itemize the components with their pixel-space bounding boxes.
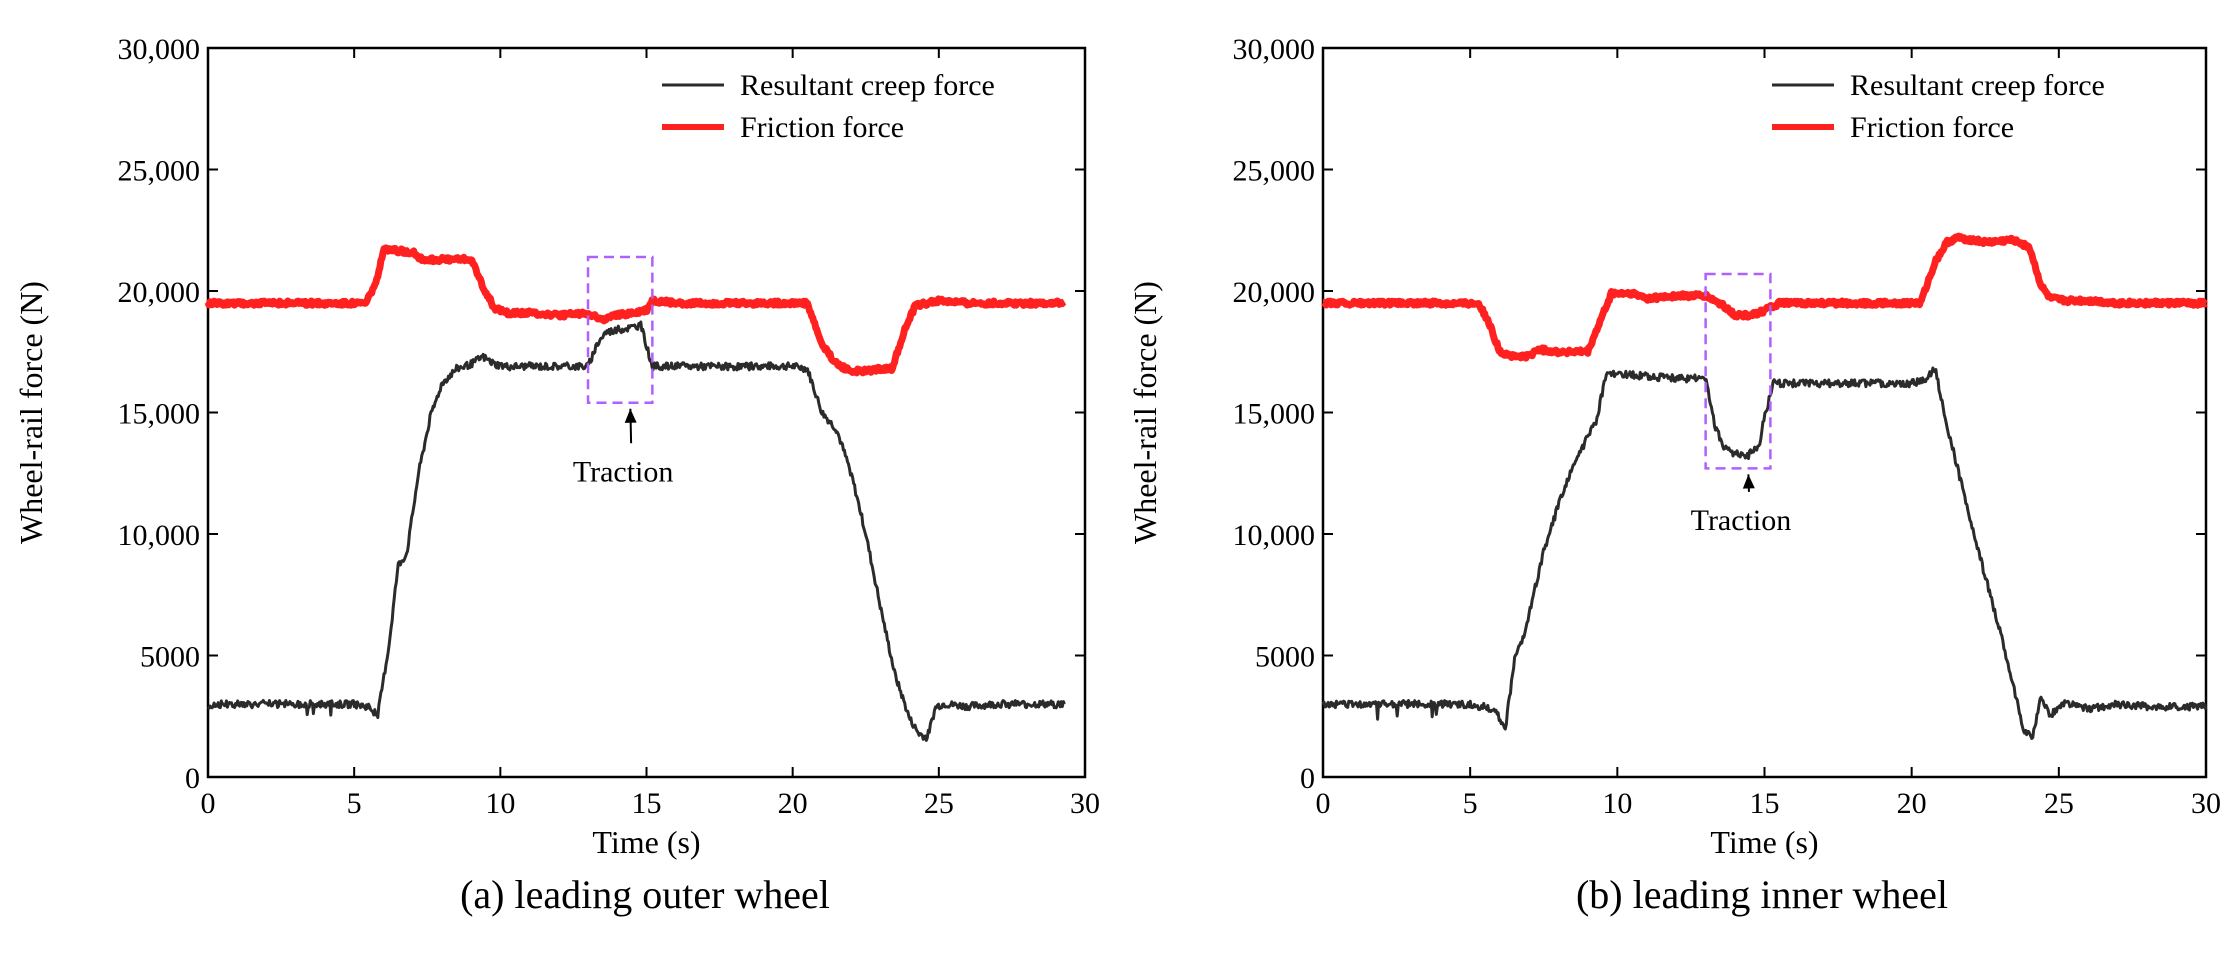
legend-label-creep: Resultant creep force [740, 69, 995, 102]
series-line-friction-force [204, 244, 1067, 377]
y-tick-label: 15,000 [118, 398, 201, 431]
x-tick-label: 5 [1463, 787, 1478, 820]
y-tick-label: 30,000 [1233, 33, 1316, 66]
y-tick-label: 30,000 [118, 33, 201, 66]
legend-label-creep: Resultant creep force [1850, 69, 2105, 102]
x-tick-label: 30 [1070, 787, 1100, 820]
x-tick-label: 10 [485, 787, 515, 820]
chart-caption: (a) leading outer wheel [460, 872, 830, 917]
y-tick-label: 0 [1300, 762, 1315, 795]
x-tick-label: 25 [2044, 787, 2074, 820]
x-tick-label: 0 [1316, 787, 1331, 820]
x-tick-label: 20 [1897, 787, 1927, 820]
y-tick-label: 10,000 [118, 519, 201, 552]
y-tick-label: 5000 [1255, 641, 1315, 674]
x-axis-label: Time (s) [592, 824, 700, 860]
y-tick-label: 15,000 [1233, 398, 1316, 431]
annotation-box [586, 255, 654, 405]
series-line-resultant-creep-force [206, 320, 1066, 742]
legend-label-friction: Friction force [1850, 111, 2014, 144]
annotation-arrowhead [1742, 474, 1755, 489]
x-tick-label: 15 [1750, 787, 1780, 820]
plot-frame [206, 46, 1087, 779]
series-line-friction-force [1320, 232, 2209, 362]
y-tick-label: 5000 [140, 641, 200, 674]
x-tick-label: 15 [632, 787, 662, 820]
y-axis-label: Wheel-rail force (N) [13, 281, 49, 544]
chart-caption: (b) leading inner wheel [1576, 872, 1948, 917]
annotation-box [1704, 272, 1772, 470]
x-tick-label: 10 [1602, 787, 1632, 820]
annotation-arrowhead [624, 408, 637, 423]
y-tick-label: 25,000 [1233, 155, 1316, 188]
chart-panel-b: 0 5 10 15 20 25 30 0 5000 10,000 15,000 20,000 25,00… [1127, 33, 2221, 917]
y-tick-label: 25,000 [118, 155, 201, 188]
x-tick-label: 25 [924, 787, 954, 820]
y-tick-label: 10,000 [1233, 519, 1316, 552]
x-tick-label: 30 [2191, 787, 2221, 820]
annotation-label-traction: Traction [573, 455, 674, 488]
legend-label-friction: Friction force [740, 111, 904, 144]
x-tick-label: 5 [347, 787, 362, 820]
x-axis-label: Time (s) [1710, 824, 1818, 860]
annotation-label-traction: Traction [1691, 504, 1792, 537]
y-tick-label: 0 [185, 762, 200, 795]
x-tick-label: 20 [778, 787, 808, 820]
y-axis-label: Wheel-rail force (N) [1127, 281, 1163, 544]
series-line-resultant-creep-force [1321, 366, 2208, 740]
y-tick-label: 20,000 [118, 276, 201, 309]
y-tick-label: 20,000 [1233, 276, 1316, 309]
chart-panel-a: 0 5 10 15 20 25 30 0 5000 10,000 15,000 20,000 25,00… [13, 33, 1100, 917]
x-tick-label: 0 [201, 787, 216, 820]
